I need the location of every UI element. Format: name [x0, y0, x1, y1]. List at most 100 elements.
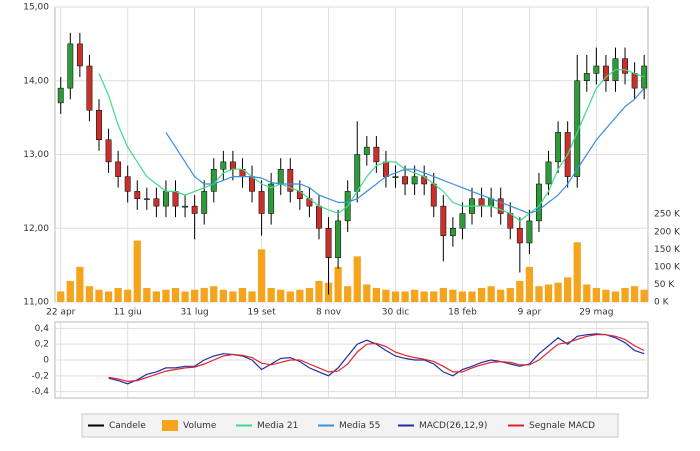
- candle-body: [516, 228, 523, 244]
- volume-bar: [104, 291, 113, 302]
- candle-body: [602, 65, 609, 81]
- volume-bar: [95, 289, 103, 302]
- y-tick-label: 0: [43, 356, 49, 366]
- candle-body: [67, 43, 74, 89]
- volume-bar: [353, 256, 361, 302]
- candle-body: [574, 80, 581, 177]
- legend-label: Volume: [183, 421, 217, 431]
- candle-body: [545, 161, 552, 185]
- volume-bar: [640, 289, 648, 302]
- volume-bar: [66, 280, 74, 302]
- volume-bar: [76, 266, 84, 302]
- y2-tick-label: 100 K: [654, 262, 681, 272]
- x-tick-label: 8 nov: [316, 308, 342, 318]
- candle-body: [287, 169, 294, 192]
- volume-bar: [363, 284, 371, 302]
- volume-bar: [114, 287, 122, 302]
- candle-body: [335, 220, 342, 258]
- volume-bar: [439, 287, 447, 302]
- volume-bar: [592, 287, 600, 302]
- candle-body: [220, 161, 227, 170]
- volume-bar: [573, 242, 581, 302]
- candle-body: [373, 146, 380, 163]
- volume-bar: [57, 291, 65, 302]
- volume-bar: [391, 291, 400, 302]
- candle-body: [325, 228, 332, 258]
- line-series: [165, 87, 645, 215]
- volume-bar: [564, 277, 572, 302]
- volume-bar: [468, 291, 476, 302]
- volume-bar: [449, 289, 457, 302]
- candle-body: [115, 161, 122, 177]
- volume-bar: [305, 287, 314, 302]
- volume-bar: [219, 289, 227, 302]
- volume-bar: [191, 289, 199, 302]
- x-tick-label: 31 lug: [181, 308, 209, 318]
- y2-tick-label: 0 K: [654, 298, 670, 308]
- candle-body: [76, 43, 83, 67]
- x-tick-label: 9 apr: [518, 308, 542, 318]
- legend-label: Media 21: [257, 421, 298, 431]
- y-tick-label: 0,2: [35, 340, 49, 350]
- y-tick-label: -0,4: [31, 387, 49, 397]
- volume-bar: [544, 284, 553, 302]
- volume-bar: [133, 240, 141, 302]
- line-series: [108, 333, 645, 385]
- volume-bar: [630, 286, 639, 302]
- candle-body: [96, 110, 102, 140]
- x-tick-label: 11 giu: [114, 308, 142, 318]
- volume-bar: [621, 287, 629, 302]
- candle-body: [430, 183, 437, 207]
- volume-bar: [602, 289, 610, 302]
- volume-bar: [334, 266, 342, 302]
- volume-bar: [535, 286, 543, 302]
- candle-body: [210, 169, 217, 192]
- candle-body: [507, 213, 514, 229]
- candle-body: [593, 65, 600, 74]
- volume-bar: [257, 249, 266, 302]
- candle-body: [124, 176, 131, 192]
- candle-body: [153, 198, 160, 207]
- volume-bar: [296, 289, 304, 302]
- x-tick-label: 30 dic: [382, 308, 410, 318]
- y2-tick-label: 250 K: [654, 210, 681, 220]
- candle-body: [631, 73, 638, 89]
- volume-bar: [143, 287, 151, 302]
- candle-body: [411, 176, 418, 185]
- candle-body: [402, 176, 408, 185]
- volume-bar: [152, 291, 161, 302]
- candle-body: [478, 198, 485, 207]
- y-tick-label: 11,00: [23, 298, 49, 308]
- y2-tick-label: 50 K: [654, 280, 675, 290]
- candle-body: [583, 73, 590, 81]
- candle-body: [143, 198, 150, 200]
- volume-bar: [401, 291, 409, 302]
- candle-body: [249, 176, 255, 192]
- candle-body: [316, 205, 322, 229]
- volume-bar: [344, 286, 352, 302]
- candle-body: [268, 183, 275, 214]
- candle-body: [201, 191, 208, 214]
- candle-body: [555, 132, 562, 163]
- volume-bar: [583, 284, 591, 302]
- volume-bar: [458, 291, 467, 302]
- volume-bar: [267, 287, 275, 302]
- candle-body: [172, 191, 179, 207]
- volume-bar: [497, 289, 505, 302]
- legend-label: MACD(26,12,9): [419, 421, 487, 431]
- x-tick-label: 19 set: [248, 308, 277, 318]
- volume-bar: [229, 291, 237, 302]
- volume-bar: [611, 291, 620, 302]
- volume-bar: [85, 286, 94, 302]
- volume-bar: [277, 289, 285, 302]
- candle-body: [363, 146, 370, 155]
- y-tick-label: 12,00: [23, 224, 49, 234]
- volume-bar: [487, 286, 495, 302]
- volume-bar: [382, 289, 390, 302]
- volume-bar: [171, 287, 180, 302]
- volume-bar: [181, 291, 189, 302]
- y-tick-label: 15,00: [23, 3, 49, 13]
- y2-tick-label: 150 K: [654, 245, 681, 255]
- volume-bar: [124, 289, 132, 302]
